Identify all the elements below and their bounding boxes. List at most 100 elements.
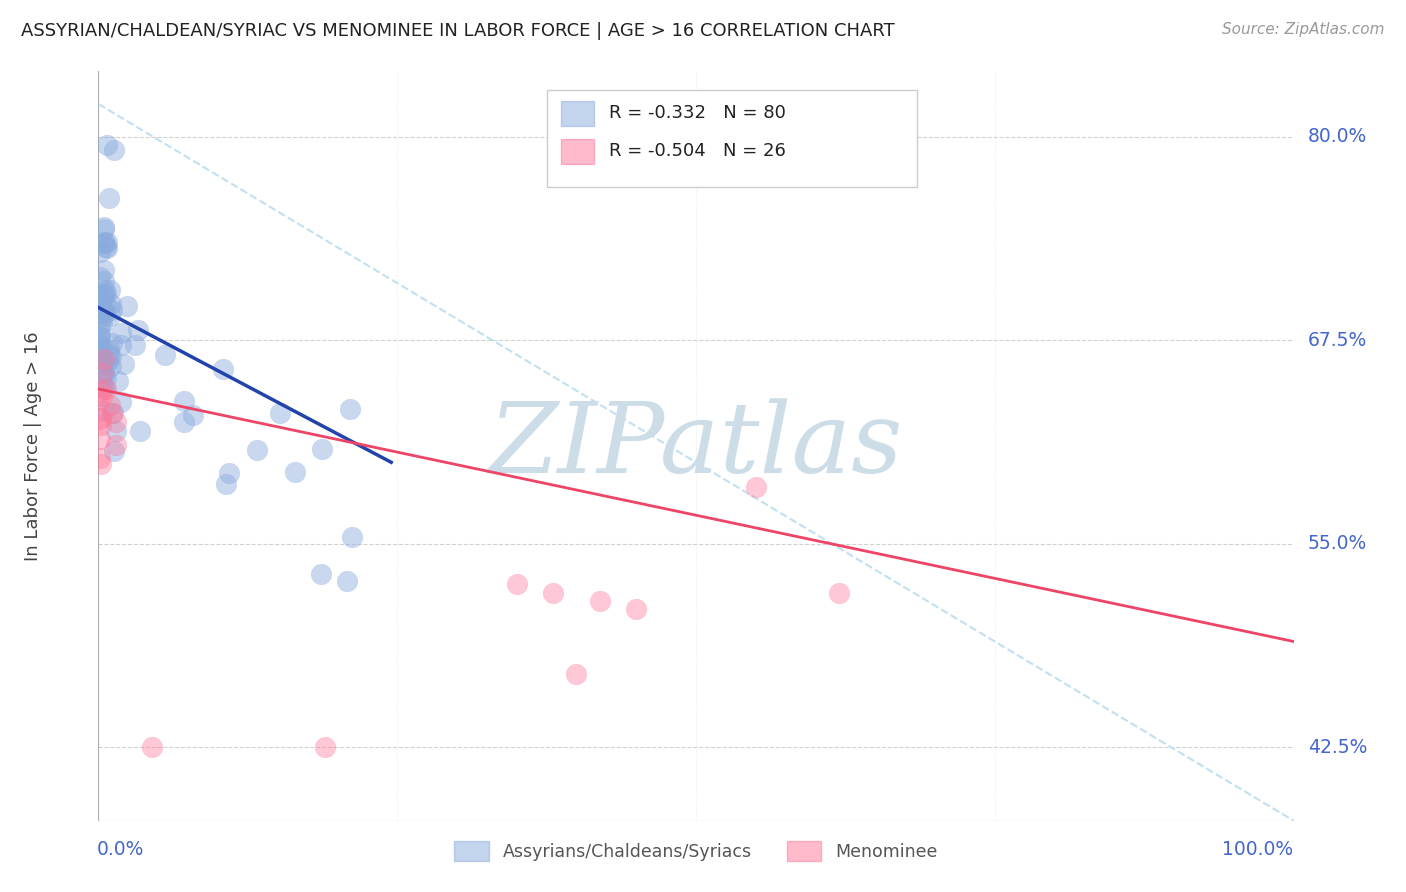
Point bbox=[124, 338, 146, 352]
Point bbox=[89, 245, 111, 260]
Point bbox=[96, 235, 118, 249]
Point bbox=[98, 398, 122, 412]
Point bbox=[94, 240, 117, 254]
Point bbox=[105, 438, 128, 452]
Point bbox=[315, 740, 337, 755]
Point bbox=[93, 222, 115, 236]
Point bbox=[107, 374, 129, 388]
Point bbox=[309, 566, 332, 581]
Point bbox=[89, 412, 111, 426]
Point bbox=[215, 477, 238, 491]
Point bbox=[246, 443, 269, 458]
Point bbox=[91, 356, 114, 370]
Point bbox=[153, 348, 176, 362]
Point bbox=[110, 326, 132, 340]
Point bbox=[97, 348, 120, 362]
Point bbox=[173, 393, 195, 408]
Point bbox=[89, 450, 111, 465]
Point bbox=[589, 593, 612, 607]
Point bbox=[506, 577, 529, 591]
Text: 80.0%: 80.0% bbox=[1308, 127, 1367, 146]
Point bbox=[90, 417, 112, 432]
Text: 100.0%: 100.0% bbox=[1222, 840, 1294, 859]
Point bbox=[93, 275, 115, 289]
Point bbox=[91, 309, 114, 323]
Legend: Assyrians/Chaldeans/Syriacs, Menominee: Assyrians/Chaldeans/Syriacs, Menominee bbox=[447, 834, 945, 868]
Point bbox=[93, 262, 115, 277]
Point bbox=[101, 302, 124, 317]
Point bbox=[91, 303, 114, 318]
Point bbox=[89, 330, 111, 344]
Point bbox=[104, 424, 127, 438]
Point bbox=[98, 191, 121, 205]
Point bbox=[100, 359, 122, 373]
Point bbox=[173, 416, 195, 430]
Point bbox=[218, 466, 240, 480]
Text: R = -0.332   N = 80: R = -0.332 N = 80 bbox=[609, 104, 786, 122]
Point bbox=[100, 296, 122, 310]
Point bbox=[745, 480, 768, 494]
Point bbox=[94, 299, 117, 313]
Point bbox=[90, 301, 112, 315]
Point bbox=[98, 283, 121, 297]
Point bbox=[93, 219, 115, 234]
Point bbox=[94, 235, 117, 250]
Point bbox=[90, 338, 112, 352]
Point bbox=[97, 354, 120, 368]
Point bbox=[89, 339, 111, 353]
Point bbox=[100, 349, 122, 363]
Point bbox=[94, 381, 117, 395]
Point bbox=[93, 368, 115, 382]
Point bbox=[828, 585, 851, 599]
Point bbox=[90, 388, 112, 402]
Point bbox=[89, 325, 111, 339]
Point bbox=[93, 288, 115, 302]
Text: 67.5%: 67.5% bbox=[1308, 331, 1367, 350]
Text: In Labor Force | Age > 16: In Labor Force | Age > 16 bbox=[24, 331, 42, 561]
Point bbox=[91, 381, 114, 395]
Point bbox=[339, 402, 361, 417]
Point bbox=[98, 343, 121, 357]
Text: 0.0%: 0.0% bbox=[97, 840, 145, 859]
Point bbox=[90, 293, 112, 307]
Point bbox=[89, 432, 111, 446]
Point bbox=[94, 358, 117, 372]
Point bbox=[284, 465, 307, 479]
Point bbox=[141, 740, 163, 755]
Point bbox=[127, 324, 149, 338]
Point bbox=[103, 443, 125, 458]
Point bbox=[105, 415, 128, 429]
Point bbox=[90, 347, 112, 361]
Point bbox=[93, 305, 115, 319]
FancyBboxPatch shape bbox=[561, 102, 595, 126]
Point bbox=[212, 362, 235, 376]
Point bbox=[128, 425, 150, 439]
Point bbox=[626, 602, 648, 616]
Point bbox=[89, 392, 111, 407]
Point bbox=[90, 317, 112, 331]
Point bbox=[101, 406, 124, 420]
Text: 42.5%: 42.5% bbox=[1308, 738, 1367, 756]
Point bbox=[565, 667, 588, 681]
Point bbox=[93, 365, 115, 379]
Text: 55.0%: 55.0% bbox=[1308, 534, 1367, 553]
Point bbox=[89, 270, 111, 285]
Point bbox=[90, 457, 112, 471]
Point bbox=[101, 406, 124, 420]
Point bbox=[96, 137, 118, 152]
Point bbox=[342, 530, 364, 544]
Text: ZIPatlas: ZIPatlas bbox=[489, 399, 903, 493]
Point bbox=[89, 344, 111, 359]
FancyBboxPatch shape bbox=[561, 139, 595, 163]
Text: R = -0.504   N = 26: R = -0.504 N = 26 bbox=[609, 142, 786, 160]
Point bbox=[89, 318, 111, 332]
Point bbox=[110, 338, 132, 352]
Point bbox=[112, 358, 135, 372]
Point bbox=[181, 409, 204, 423]
Point bbox=[93, 404, 115, 418]
Point bbox=[93, 235, 115, 250]
Point bbox=[93, 352, 115, 367]
Point bbox=[91, 366, 114, 380]
Point bbox=[89, 330, 111, 344]
Point bbox=[311, 442, 333, 456]
